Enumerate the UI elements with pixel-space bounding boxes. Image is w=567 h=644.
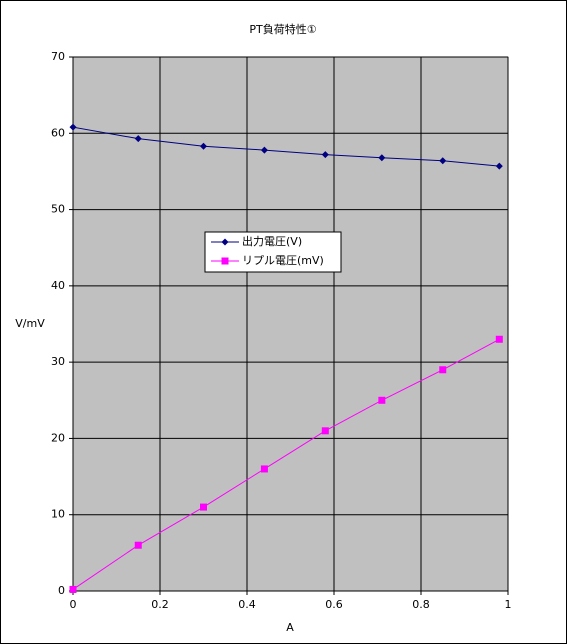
marker (439, 366, 447, 374)
y-axis-label: V/mV (15, 317, 45, 330)
marker (134, 541, 142, 549)
y-tick-label: 60 (51, 126, 65, 139)
x-tick-label: 0.4 (238, 598, 256, 611)
y-tick-label: 20 (51, 431, 65, 444)
marker (378, 396, 386, 404)
series-line (72, 338, 500, 590)
marker (495, 335, 503, 343)
chart-title: PT負荷特性① (249, 22, 316, 36)
marker (260, 146, 268, 154)
legend-label: 出力電圧(V) (242, 234, 302, 248)
legend-marker (221, 238, 229, 246)
marker (200, 503, 207, 511)
marker (378, 154, 386, 162)
marker (321, 151, 329, 159)
y-tick-label: 0 (58, 584, 65, 597)
legend-marker (221, 257, 229, 265)
marker (69, 585, 77, 593)
plot-area (72, 56, 509, 592)
marker (321, 427, 329, 435)
legend-label: リプル電圧(mV) (242, 254, 324, 267)
marker (439, 157, 447, 165)
x-tick-label: 0.6 (325, 598, 343, 611)
y-tick-label: 70 (51, 50, 65, 63)
series-line (72, 126, 500, 167)
x-tick-label: 1 (505, 598, 512, 611)
marker (495, 162, 503, 170)
x-tick-label: 0.2 (151, 598, 169, 611)
marker (260, 465, 268, 473)
x-axis-label: A (286, 621, 294, 634)
x-tick-label: 0 (70, 598, 77, 611)
y-tick-label: 10 (51, 508, 65, 521)
legend (204, 231, 342, 273)
y-tick-label: 30 (51, 355, 65, 368)
y-tick-label: 40 (51, 279, 65, 292)
y-tick-label: 50 (51, 203, 65, 216)
marker (200, 142, 207, 150)
x-tick-label: 0.8 (412, 598, 430, 611)
marker (69, 123, 77, 131)
marker (134, 135, 142, 143)
